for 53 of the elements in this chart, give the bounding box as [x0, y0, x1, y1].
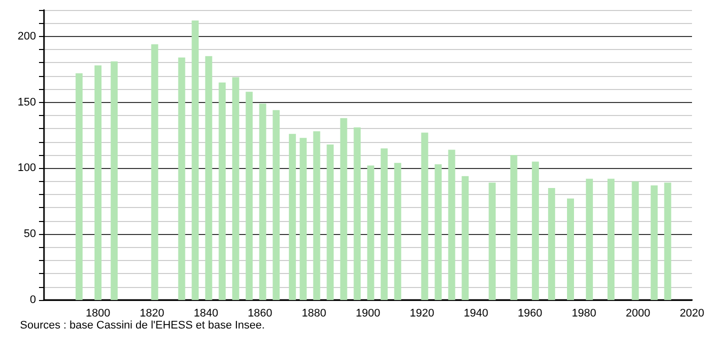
bar	[488, 182, 496, 300]
y-tick-label: 50	[24, 228, 36, 240]
bar	[608, 178, 614, 300]
bar	[205, 56, 212, 300]
bar	[650, 185, 658, 300]
bar	[510, 155, 518, 300]
bar	[367, 166, 374, 300]
bar	[421, 132, 428, 300]
bar	[178, 57, 186, 300]
x-tick-label: 2020	[680, 308, 704, 320]
bar	[434, 164, 442, 300]
bar	[232, 77, 240, 300]
y-tick-label: 100	[18, 162, 36, 174]
bar	[259, 104, 266, 300]
bar	[532, 162, 539, 300]
x-tick-label: 1860	[248, 308, 272, 320]
bar	[313, 131, 320, 300]
bar	[548, 188, 556, 300]
x-tick-label: 1900	[356, 308, 380, 320]
x-tick-label: 1980	[572, 308, 596, 320]
x-tick-label: 1820	[140, 308, 164, 320]
x-tick-label: 1840	[194, 308, 218, 320]
x-tick-label: 1960	[518, 308, 542, 320]
bar	[462, 176, 469, 300]
y-tick-label: 200	[18, 30, 36, 42]
bar	[300, 138, 307, 300]
bar	[354, 127, 361, 300]
bar	[288, 134, 296, 300]
x-tick-label: 1880	[302, 308, 326, 320]
bar	[380, 148, 388, 300]
x-tick-label: 2000	[626, 308, 650, 320]
bar	[586, 178, 593, 300]
bar	[632, 181, 639, 300]
y-tick-label: 150	[18, 96, 36, 108]
x-tick-label: 1800	[86, 308, 110, 320]
bar	[326, 144, 334, 300]
bar	[110, 61, 118, 300]
bar	[448, 150, 456, 300]
y-tick-label: 0	[30, 294, 36, 306]
bar	[218, 82, 226, 300]
bar	[151, 44, 158, 300]
bar	[664, 182, 672, 300]
source-note: Sources : base Cassini de l'EHESS et base Insee.	[20, 320, 265, 332]
bar	[272, 110, 280, 300]
bar	[192, 20, 199, 300]
bar	[394, 162, 402, 300]
x-tick-label: 1940	[464, 308, 488, 320]
bar	[94, 65, 102, 300]
bar	[76, 73, 83, 300]
bar	[567, 198, 574, 300]
bar	[340, 118, 348, 300]
x-tick-label: 1920	[410, 308, 434, 320]
bar	[246, 92, 253, 300]
